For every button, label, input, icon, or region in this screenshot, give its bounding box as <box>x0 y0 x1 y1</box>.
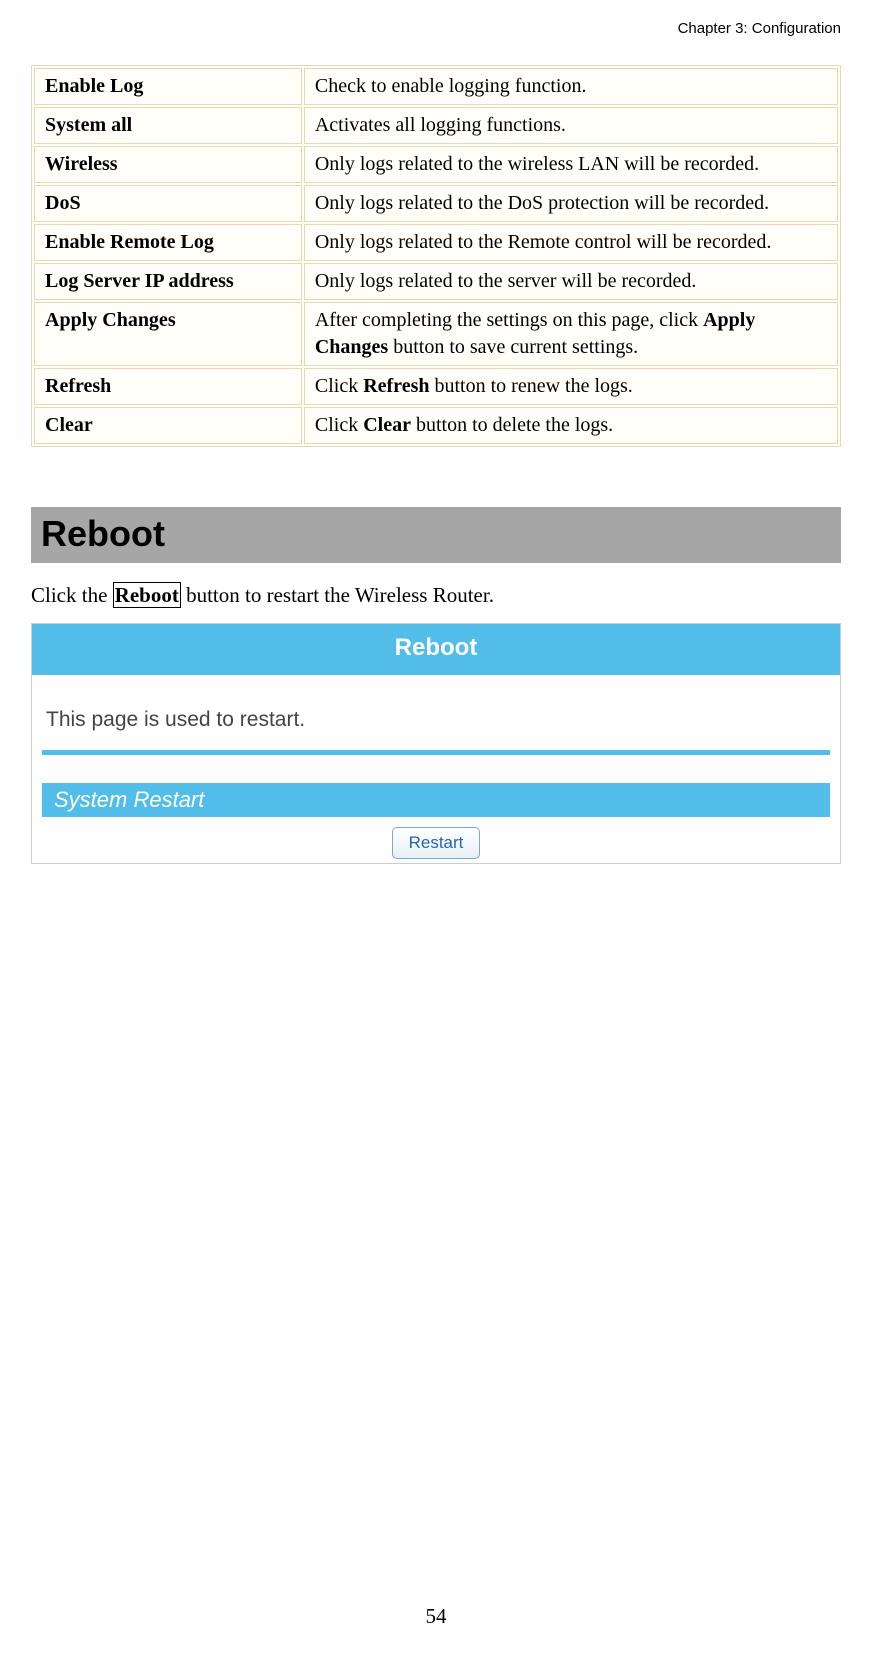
plain-text: Only logs related to the wireless LAN wi… <box>315 153 759 175</box>
table-row: ClearClick Clear button to delete the lo… <box>34 407 838 444</box>
table-row: RefreshClick Refresh button to renew the… <box>34 368 838 405</box>
config-description: Check to enable logging function. <box>304 68 838 105</box>
config-table: Enable Log Check to enable logging functi… <box>31 65 841 447</box>
instruction-prefix: Click the <box>31 583 113 607</box>
table-row: Apply Changes After completing the settin… <box>34 302 838 366</box>
restart-button-row: Restart <box>42 817 830 863</box>
plain-text: Only logs related to the server will be … <box>315 270 697 292</box>
config-description: Only logs related to the wireless LAN wi… <box>304 146 838 183</box>
config-description: Only logs related to the DoS protection … <box>304 185 838 222</box>
config-label: Wireless <box>34 146 302 183</box>
config-description: After completing the settings on this pa… <box>304 302 838 366</box>
table-row: DoS Only logs related to the DoS protecti… <box>34 185 838 222</box>
page-number: 54 <box>31 1604 841 1629</box>
table-row: Enable Log Check to enable logging functi… <box>34 68 838 105</box>
instruction-suffix: button to restart the Wireless Router. <box>181 583 494 607</box>
table-row: Wireless Only logs related to the wireles… <box>34 146 838 183</box>
plain-text: Only logs related to the Remote control … <box>315 231 772 253</box>
config-description: Click Refresh button to renew the logs. <box>304 368 838 405</box>
plain-text: button to delete the logs. <box>411 414 613 436</box>
config-label: Refresh <box>34 368 302 405</box>
chapter-header: Chapter 3: Configuration <box>31 20 841 37</box>
plain-text: Click <box>315 414 363 436</box>
restart-button[interactable]: Restart <box>392 827 481 859</box>
config-label: Log Server IP address <box>34 263 302 300</box>
config-label: Clear <box>34 407 302 444</box>
config-label: Enable Log <box>34 68 302 105</box>
config-label: Enable Remote Log <box>34 224 302 261</box>
instruction-boxed-word: Reboot <box>113 582 181 608</box>
reboot-panel: Reboot This page is used to restart. Sys… <box>31 623 841 864</box>
reboot-instruction: Click the Reboot button to restart the W… <box>31 581 841 609</box>
plain-text: Click <box>315 375 363 397</box>
plain-text: Only logs related to the DoS protection … <box>315 192 769 214</box>
reboot-description: This page is used to restart. <box>32 675 840 746</box>
config-description: Only logs related to the server will be … <box>304 263 838 300</box>
plain-text: button to renew the logs. <box>429 375 632 397</box>
table-row: Enable Remote Log Only logs related to th… <box>34 224 838 261</box>
plain-text: Activates all logging functions. <box>315 114 566 136</box>
bold-text: Refresh <box>363 375 429 397</box>
plain-text: Check to enable logging function. <box>315 75 587 97</box>
section-heading-reboot: Reboot <box>31 507 841 563</box>
plain-text: After completing the settings on this pa… <box>315 309 703 331</box>
system-restart-label: System Restart <box>42 783 830 817</box>
config-label: DoS <box>34 185 302 222</box>
config-description: Only logs related to the Remote control … <box>304 224 838 261</box>
table-row: System all Activates all logging function… <box>34 107 838 144</box>
config-label: Apply Changes <box>34 302 302 366</box>
bold-text: Clear <box>363 414 411 436</box>
reboot-separator <box>42 750 830 755</box>
config-label: System all <box>34 107 302 144</box>
table-row: Log Server IP address Only logs related t… <box>34 263 838 300</box>
config-description: Activates all logging functions. <box>304 107 838 144</box>
reboot-titlebar: Reboot <box>32 624 840 675</box>
plain-text: button to save current settings. <box>388 336 638 358</box>
config-description: Click Clear button to delete the logs. <box>304 407 838 444</box>
